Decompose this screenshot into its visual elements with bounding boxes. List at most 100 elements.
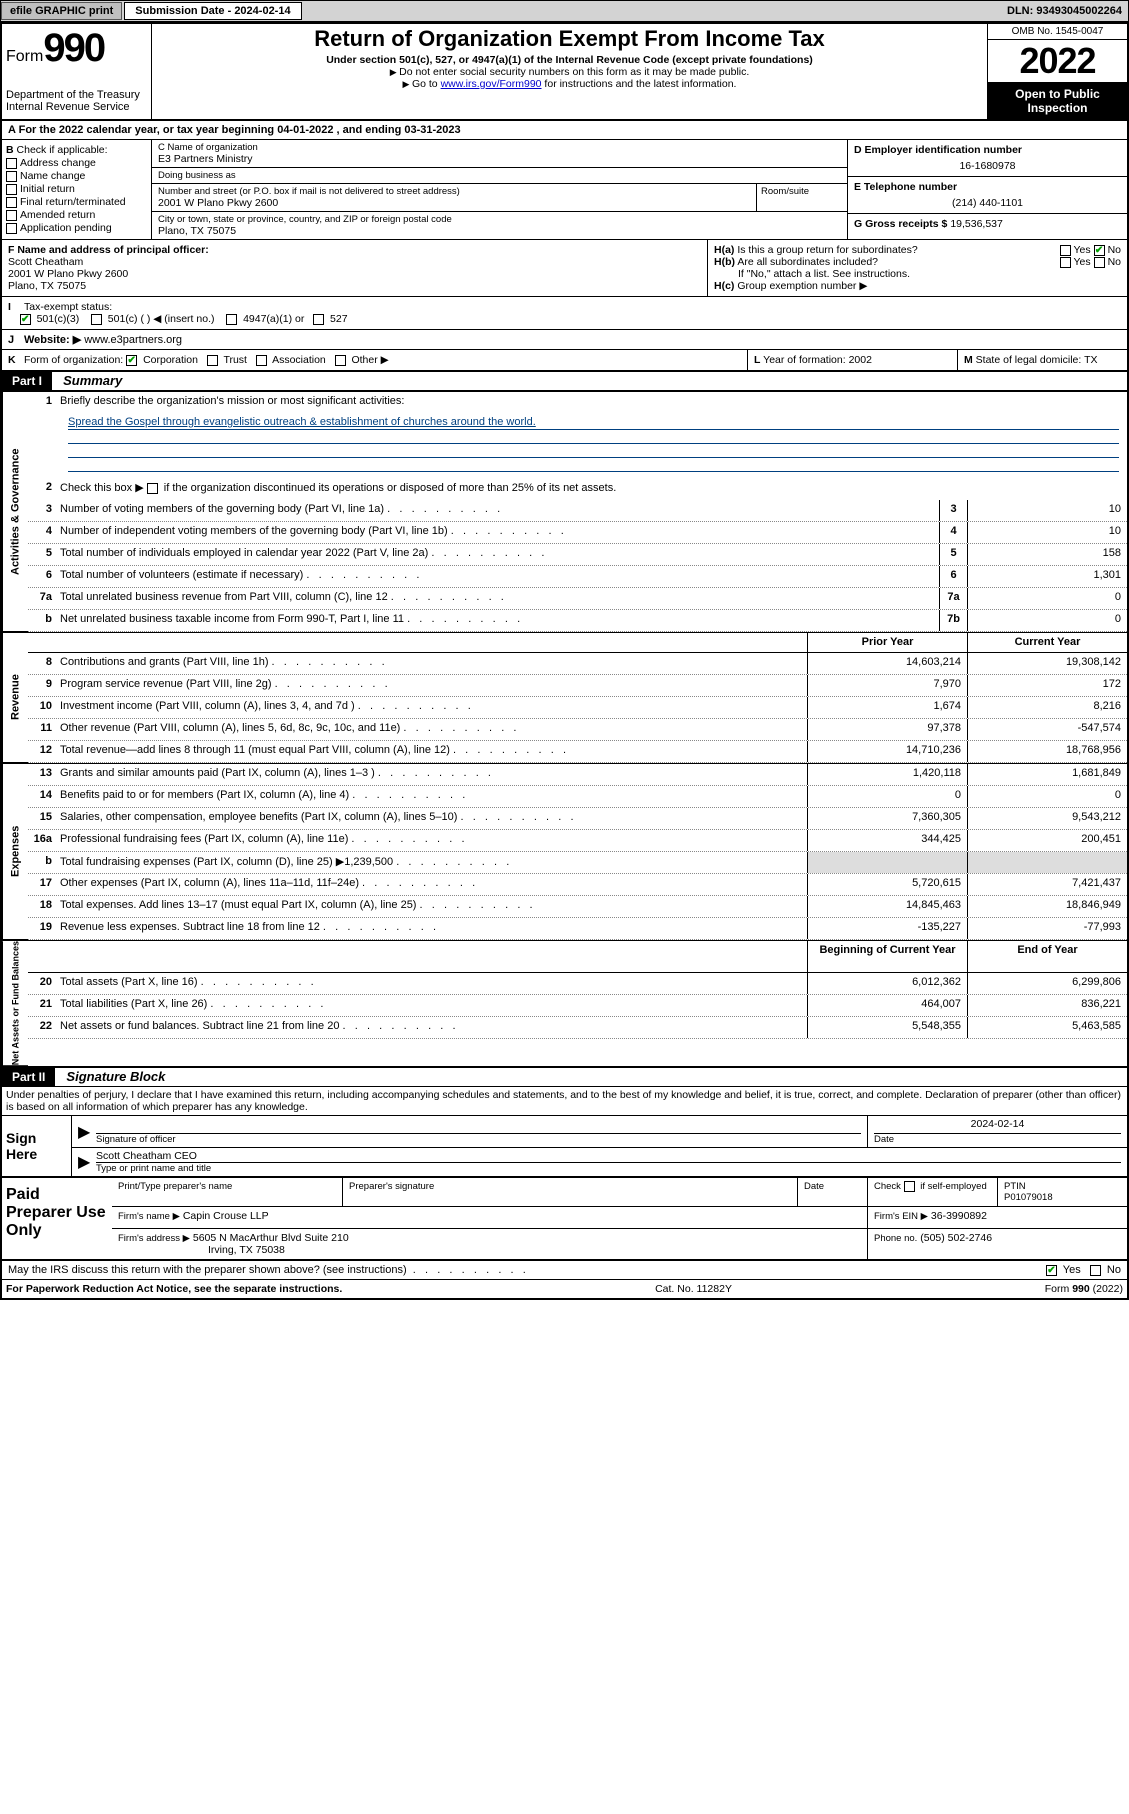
net-assets-section: Net Assets or Fund Balances Beginning of… <box>2 940 1127 1068</box>
name-arrow-icon: ▶ <box>72 1148 90 1176</box>
summary-line: bTotal fundraising expenses (Part IX, co… <box>28 852 1127 874</box>
summary-line: 8Contributions and grants (Part VIII, li… <box>28 653 1127 675</box>
signature-date-value: 2024-02-14 <box>874 1118 1121 1134</box>
paid-preparer-label: Paid Preparer Use Only <box>2 1178 112 1259</box>
dept-treasury: Department of the Treasury <box>6 89 147 101</box>
phone-label: E Telephone number <box>854 181 1121 193</box>
summary-line: 16aProfessional fundraising fees (Part I… <box>28 830 1127 852</box>
part-2-header-row: Part II Signature Block <box>2 1068 1127 1087</box>
firm-name-label: Firm's name ▶ <box>118 1211 180 1222</box>
efile-print-button[interactable]: efile GRAPHIC print <box>1 2 122 20</box>
checkbox-final-return[interactable] <box>6 197 17 208</box>
officer-addr2: Plano, TX 75075 <box>8 280 701 292</box>
h-a-label: Is this a group return for subordinates? <box>737 244 917 256</box>
checkbox-application-pending[interactable] <box>6 223 17 234</box>
officer-name: Scott Cheatham <box>8 256 701 268</box>
state-domicile-value: TX <box>1084 354 1097 366</box>
checkbox-discuss-yes[interactable] <box>1046 1265 1057 1276</box>
state-domicile-label: State of legal domicile: <box>976 354 1082 366</box>
checkbox-527[interactable] <box>313 314 324 325</box>
side-label-net-assets: Net Assets or Fund Balances <box>2 941 28 1066</box>
h-c-label: Group exemption number ▶ <box>737 280 867 292</box>
col-current-year: Current Year <box>967 633 1127 652</box>
h-b-label: Are all subordinates included? <box>737 256 878 268</box>
type-name-label: Type or print name and title <box>96 1163 1121 1174</box>
summary-line: 9Program service revenue (Part VIII, lin… <box>28 675 1127 697</box>
box-f-label: F Name and address of principal officer: <box>8 244 209 256</box>
signature-declaration: Under penalties of perjury, I declare th… <box>2 1087 1127 1116</box>
form-word: Form <box>6 48 43 65</box>
summary-line: 4Number of independent voting members of… <box>28 522 1127 544</box>
tax-exempt-label: Tax-exempt status: <box>24 301 112 313</box>
preparer-sig-label: Preparer's signature <box>342 1178 797 1206</box>
checkbox-self-employed[interactable] <box>904 1181 915 1192</box>
part-2-title: Signature Block <box>58 1069 165 1084</box>
org-name-label: C Name of organization <box>158 142 841 153</box>
checkbox-ha-yes[interactable] <box>1060 245 1071 256</box>
firm-phone-label: Phone no. <box>874 1233 917 1244</box>
website-value: www.e3partners.org <box>84 334 182 346</box>
summary-line: 12Total revenue—add lines 8 through 11 (… <box>28 741 1127 763</box>
checkbox-association[interactable] <box>256 355 267 366</box>
part-1-title: Summary <box>55 373 122 388</box>
summary-line: 21Total liabilities (Part X, line 26)464… <box>28 995 1127 1017</box>
summary-line: 5Total number of individuals employed in… <box>28 544 1127 566</box>
summary-line: 22Net assets or fund balances. Subtract … <box>28 1017 1127 1039</box>
top-bar: efile GRAPHIC print Submission Date - 20… <box>0 0 1129 22</box>
q1-text: Briefly describe the organization's miss… <box>56 392 1127 414</box>
checkbox-discontinued[interactable] <box>147 483 158 494</box>
form-number: 990 <box>43 26 104 70</box>
checkbox-hb-no[interactable] <box>1094 257 1105 268</box>
omb-number: OMB No. 1545-0047 <box>988 24 1127 40</box>
side-label-expenses: Expenses <box>2 764 28 940</box>
checkbox-discuss-no[interactable] <box>1090 1265 1101 1276</box>
identity-block: B Check if applicable: Address change Na… <box>2 140 1127 240</box>
irs-link[interactable]: www.irs.gov/Form990 <box>441 78 542 90</box>
gross-receipts-label: G Gross receipts $ <box>854 218 947 230</box>
checkbox-initial-return[interactable] <box>6 184 17 195</box>
page-footer: For Paperwork Reduction Act Notice, see … <box>2 1279 1127 1298</box>
signature-of-officer-label: Signature of officer <box>96 1134 861 1145</box>
gross-receipts-value: 19,536,537 <box>950 218 1003 230</box>
city-value: Plano, TX 75075 <box>158 225 841 237</box>
revenue-section: Revenue Prior Year Current Year 8Contrib… <box>2 632 1127 763</box>
website-label: Website: ▶ <box>24 334 81 346</box>
checkbox-hb-yes[interactable] <box>1060 257 1071 268</box>
summary-line: 14Benefits paid to or for members (Part … <box>28 786 1127 808</box>
pra-notice: For Paperwork Reduction Act Notice, see … <box>6 1283 342 1295</box>
ein-label: D Employer identification number <box>854 144 1121 156</box>
boxes-d-e-g: D Employer identification number 16-1680… <box>847 140 1127 239</box>
checkbox-corporation[interactable] <box>126 355 137 366</box>
room-suite-label: Room/suite <box>757 184 847 211</box>
checkbox-4947a1[interactable] <box>226 314 237 325</box>
part-2-badge: Part II <box>2 1068 55 1086</box>
signature-date-label: Date <box>874 1134 1121 1145</box>
h-b-note: If "No," attach a list. See instructions… <box>714 268 1121 280</box>
checkbox-address-change[interactable] <box>6 158 17 169</box>
checkbox-ha-no[interactable] <box>1094 245 1105 256</box>
checkbox-trust[interactable] <box>207 355 218 366</box>
irs-label: Internal Revenue Service <box>6 101 147 113</box>
summary-line: 6Total number of volunteers (estimate if… <box>28 566 1127 588</box>
row-f-h: F Name and address of principal officer:… <box>2 240 1127 297</box>
row-k-l-m: KForm of organization: Corporation Trust… <box>2 350 1127 372</box>
form-subtitle-1: Under section 501(c), 527, or 4947(a)(1)… <box>158 54 981 66</box>
firm-addr-label: Firm's address ▶ <box>118 1233 190 1244</box>
checkbox-other[interactable] <box>335 355 346 366</box>
year-formation-label: Year of formation: <box>763 354 846 366</box>
signature-arrow-icon: ▶ <box>72 1116 90 1147</box>
signature-block: Sign Here ▶ Signature of officer 2024-02… <box>2 1116 1127 1279</box>
form-header: Form990 Department of the Treasury Inter… <box>2 24 1127 121</box>
firm-name-value: Capin Crouse LLP <box>183 1210 269 1222</box>
preparer-name-label: Print/Type preparer's name <box>112 1178 342 1206</box>
checkbox-amended-return[interactable] <box>6 210 17 221</box>
checkbox-name-change[interactable] <box>6 171 17 182</box>
sign-here-label: Sign Here <box>2 1116 72 1176</box>
street-label: Number and street (or P.O. box if mail i… <box>158 186 750 197</box>
firm-addr1: 5605 N MacArthur Blvd Suite 210 <box>193 1232 349 1244</box>
checkbox-501c[interactable] <box>91 314 102 325</box>
checkbox-501c3[interactable] <box>20 314 31 325</box>
period-line-a: A For the 2022 calendar year, or tax yea… <box>2 121 1127 140</box>
officer-name-title: Scott Cheatham CEO <box>96 1150 1121 1163</box>
ptin-value: P01079018 <box>1004 1192 1053 1203</box>
